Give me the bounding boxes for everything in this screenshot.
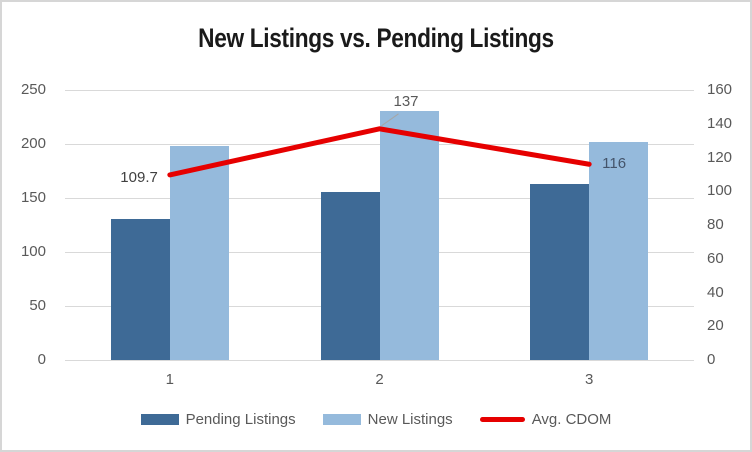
legend-color-swatch (140, 413, 179, 425)
legend-label: Avg. CDOM (531, 410, 612, 428)
y-axis-label-right: 60 (707, 249, 724, 267)
category-label: 3 (584, 371, 594, 388)
y-axis-label-right: 160 (707, 81, 733, 98)
y-axis-label-right: 120 (707, 148, 733, 166)
legend-line-swatch (479, 416, 525, 422)
y-axis-label-left: 200 (20, 135, 46, 152)
left-value-axis: 0 50 100 150 200 250 (2, 82, 46, 368)
y-axis-label-right: 140 (707, 114, 733, 132)
legend: Pending Listings New Listings Avg. CDOM (2, 408, 750, 430)
legend-label: Pending Listings (185, 410, 296, 428)
legend-label: New Listings (367, 410, 453, 428)
legend-item: Pending Listings (140, 410, 296, 428)
bar-pending-listings (320, 191, 380, 360)
y-axis-label-right: 100 (707, 182, 733, 200)
y-axis-label-left: 250 (20, 81, 46, 98)
bar-pending-listings (110, 218, 170, 360)
legend-color-swatch (322, 413, 361, 425)
bar-new-listings (589, 141, 649, 360)
bar-pending-listings (530, 183, 590, 360)
y-axis-label-right: 20 (707, 317, 724, 335)
bar-new-listings (379, 110, 439, 360)
chart-title: New Listings vs. Pending Listings (198, 23, 554, 53)
line-series-layer (167, 113, 592, 178)
right-value-axis: 0 20 40 60 80 100 120 140 160 (707, 82, 750, 368)
legend-item: Avg. CDOM (479, 410, 612, 428)
y-axis-label-left: 100 (20, 243, 46, 260)
legend-item: New Listings (322, 410, 453, 428)
avg-cdom-line (167, 126, 592, 178)
y-axis-label-left: 0 (37, 351, 46, 368)
y-axis-label-right: 0 (707, 351, 716, 368)
y-axis-label-right: 40 (707, 283, 724, 301)
plot-area: 109.7 137 116 (65, 89, 694, 361)
gridline (65, 359, 694, 361)
y-axis-label-left: 150 (20, 189, 46, 206)
category-axis: 1 2 3 (65, 371, 694, 389)
y-axis-label-right: 80 (707, 216, 724, 233)
label-leader-line (381, 113, 399, 127)
category-label: 1 (165, 371, 174, 388)
bar-new-listings (169, 146, 229, 360)
y-axis-label-left: 50 (29, 297, 46, 314)
category-label: 2 (375, 371, 384, 388)
gridline (65, 89, 694, 91)
